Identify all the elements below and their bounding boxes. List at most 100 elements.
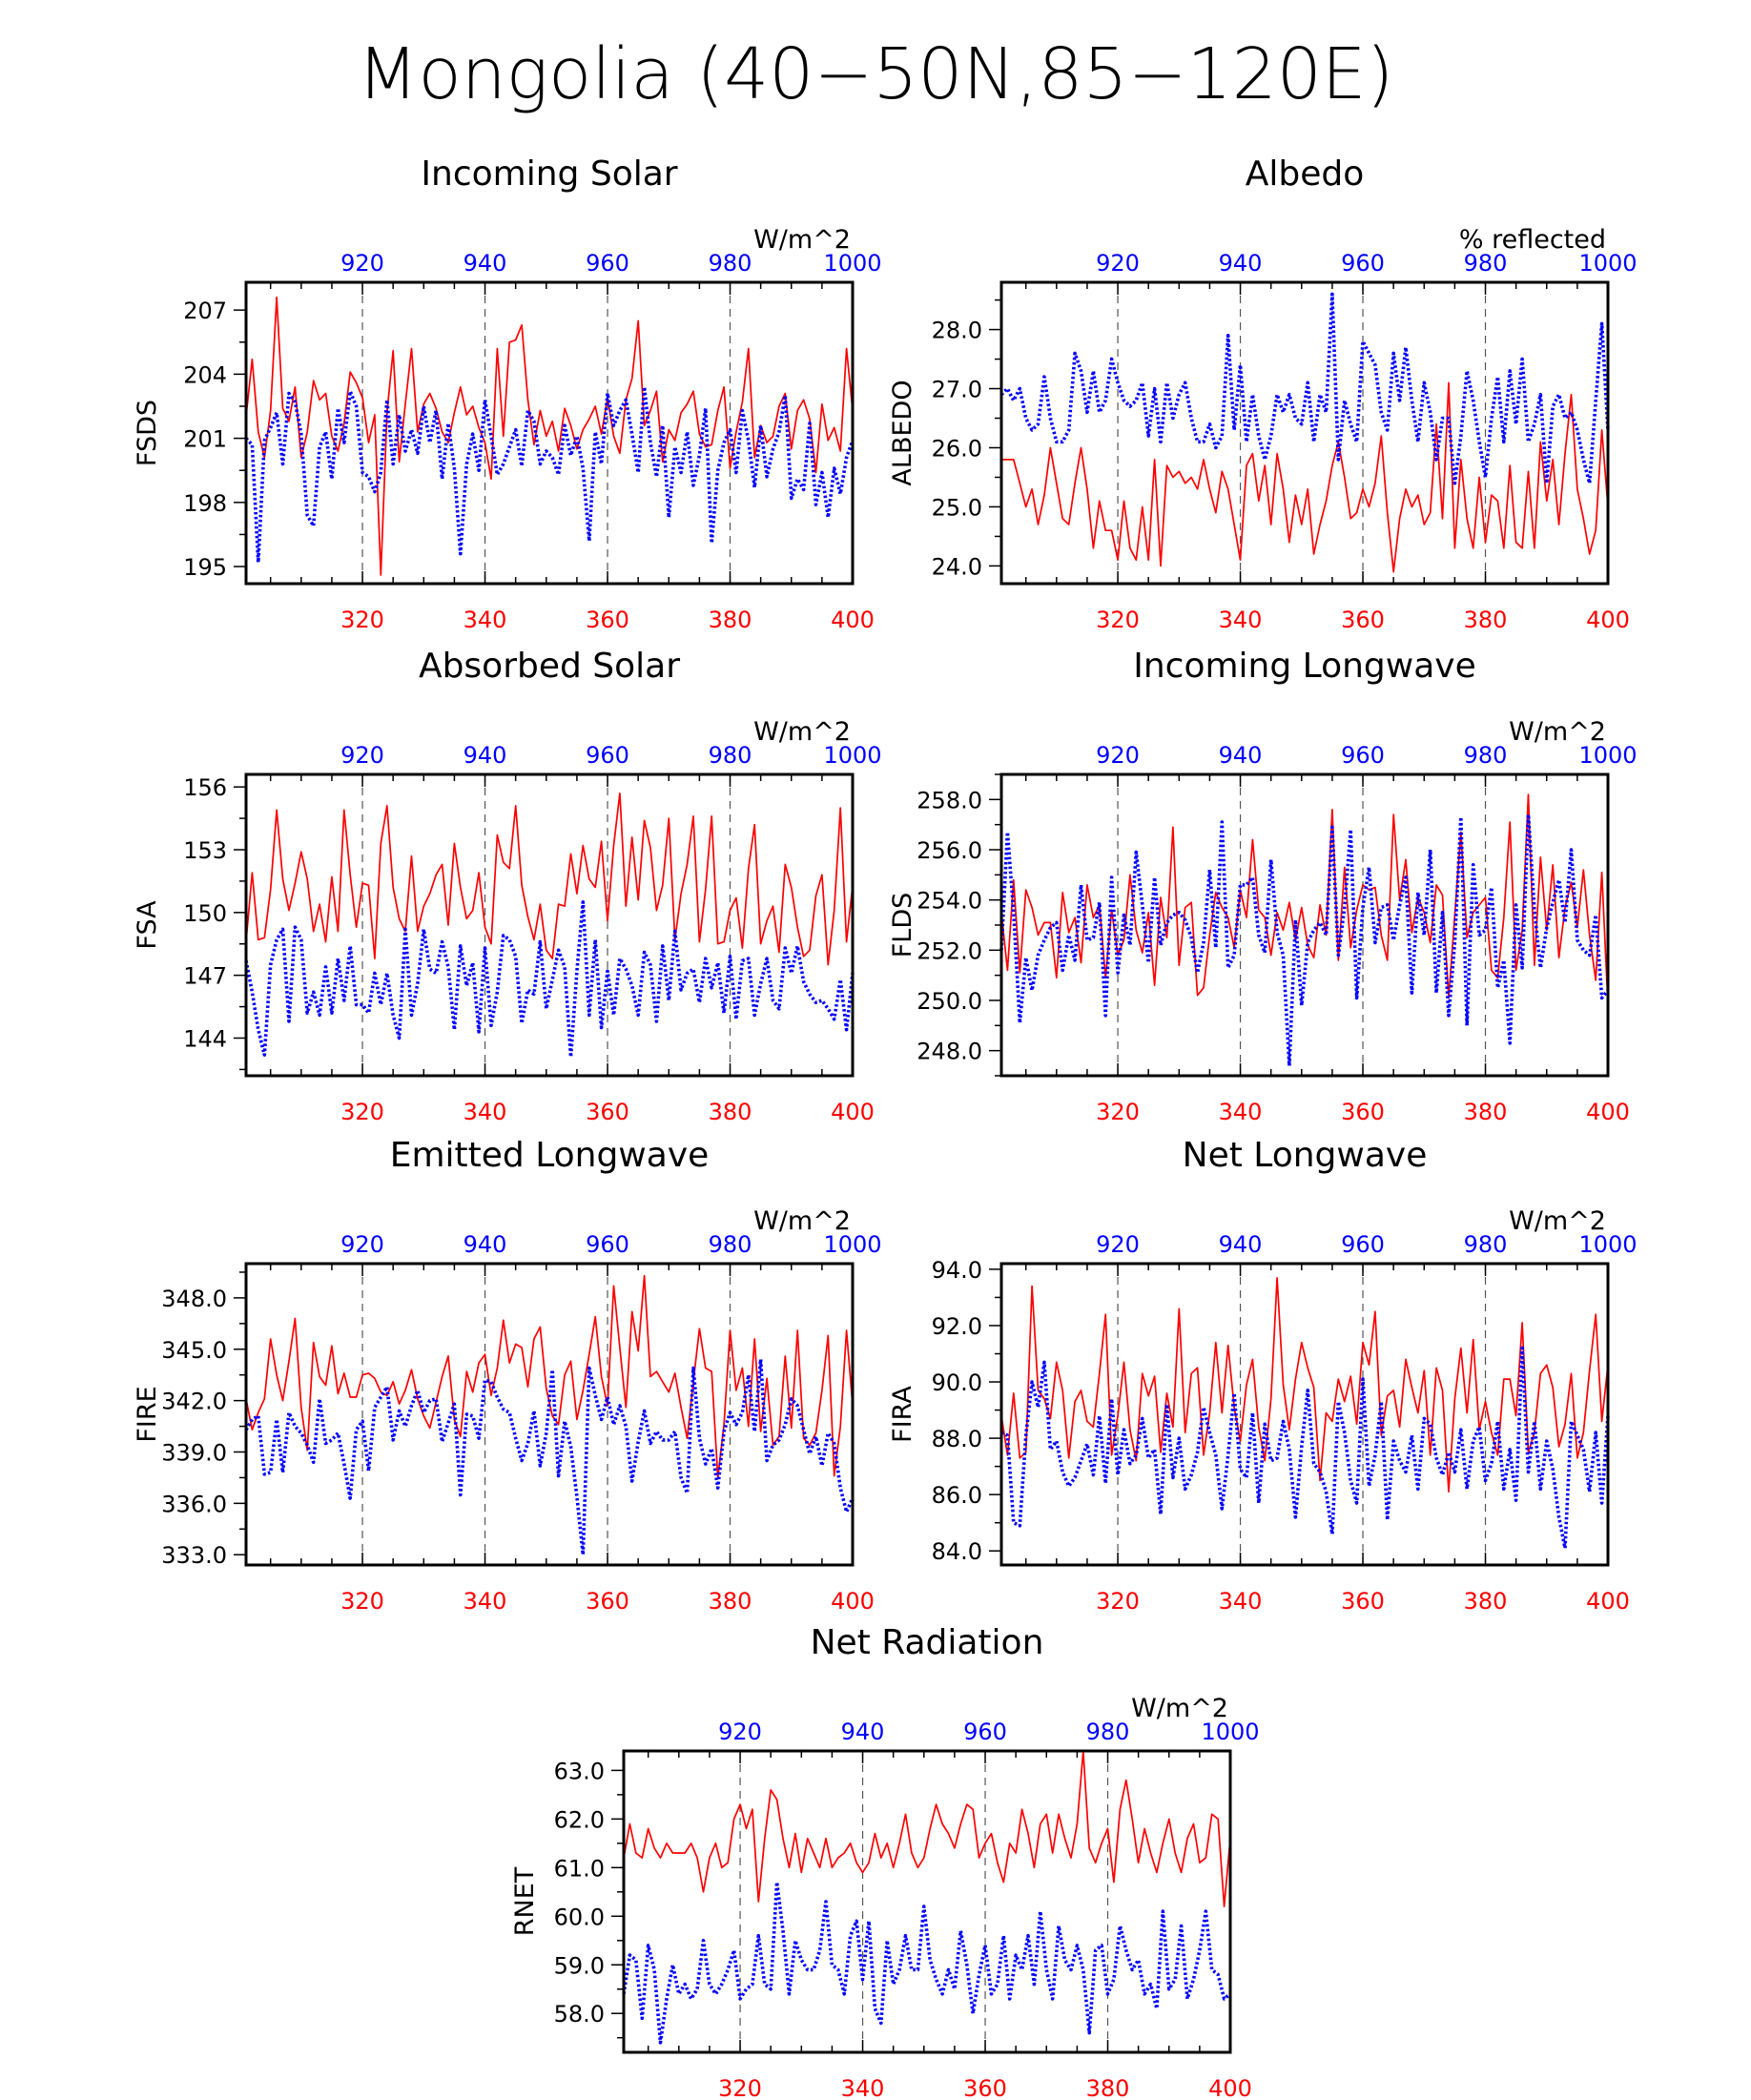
- y-tick-label: 333.0: [161, 1542, 227, 1569]
- x-tick-label-top: 960: [586, 1231, 629, 1258]
- y-axis-label: ALBEDO: [888, 380, 917, 485]
- x-tick-label-bottom: 320: [340, 607, 384, 633]
- y-tick-label: 28.0: [932, 318, 982, 344]
- y-tick-label: 25.0: [932, 494, 982, 521]
- x-tick-label-top: 1000: [1578, 742, 1637, 769]
- x-tick-label-top: 980: [1464, 742, 1508, 769]
- x-tick-label-bottom: 340: [464, 607, 507, 633]
- x-tick-label-top: 1000: [823, 250, 881, 277]
- y-tick-label: 62.0: [554, 1806, 605, 1833]
- figure-title: Mongolia (40−50N,85−120E): [358, 33, 1394, 115]
- units-label: W/m^2: [753, 225, 851, 255]
- y-tick-label: 248.0: [917, 1039, 982, 1065]
- axes-frame: [622, 1749, 1232, 2054]
- x-tick-label-top: 940: [464, 742, 507, 769]
- red-series-line: [1000, 793, 1609, 1006]
- x-tick-label-top: 1000: [1201, 1719, 1259, 1745]
- y-tick-label: 204: [183, 361, 227, 388]
- red-series-line: [1000, 1276, 1609, 1493]
- panel-title: Absorbed Solar: [419, 647, 680, 686]
- axes-frame: [999, 280, 1610, 586]
- x-tick-label-top: 1000: [1578, 1231, 1637, 1258]
- y-tick-label: 61.0: [554, 1855, 605, 1882]
- y-axis-label: FSA: [133, 900, 162, 950]
- x-tick-label-top: 940: [1219, 1231, 1263, 1258]
- units-label: W/m^2: [1131, 1694, 1228, 1723]
- panels: Incoming Solar W/m^2 320 340 360 380 400 920 940…: [133, 154, 1638, 2100]
- units-label: W/m^2: [1509, 1206, 1606, 1236]
- x-tick-label-bottom: 320: [1096, 607, 1140, 633]
- x-tick-label-bottom: 360: [1341, 1099, 1385, 1125]
- blue-series-line: [999, 292, 1610, 485]
- x-tick-label-top: 920: [718, 1719, 762, 1745]
- red-series-line: [245, 1274, 854, 1479]
- x-tick-label-bottom: 400: [1586, 1099, 1630, 1125]
- y-tick-label: 59.0: [554, 1952, 605, 1979]
- y-tick-label: 207: [183, 298, 227, 324]
- x-tick-label-top: 980: [1464, 1231, 1508, 1258]
- x-tick-label-top: 920: [1096, 742, 1140, 769]
- y-tick-label: 345.0: [161, 1337, 227, 1364]
- y-tick-label: 201: [183, 426, 227, 453]
- x-tick-label-bottom: 380: [1464, 1099, 1508, 1125]
- y-tick-label: 339.0: [161, 1440, 227, 1467]
- x-tick-label-top: 960: [1341, 742, 1385, 769]
- axes-frame: [244, 280, 855, 586]
- axes-frame: [999, 1262, 1610, 1567]
- x-tick-label-bottom: 340: [1219, 1099, 1263, 1125]
- x-tick-label-top: 980: [709, 1231, 752, 1258]
- x-tick-label-bottom: 340: [1219, 607, 1263, 633]
- y-tick-label: 258.0: [917, 787, 982, 813]
- panel-fira: Net Longwave W/m^2 320 340 360 380 400 920 940 96…: [888, 1136, 1638, 1615]
- x-tick-label-bottom: 340: [464, 1588, 507, 1615]
- x-tick-label-top: 960: [586, 742, 629, 769]
- red-series-line: [1001, 381, 1609, 573]
- x-tick-label-top: 1000: [823, 1231, 881, 1258]
- panel-title: Incoming Longwave: [1133, 647, 1476, 686]
- y-tick-label: 88.0: [932, 1426, 982, 1452]
- x-tick-label-bottom: 400: [831, 607, 875, 633]
- red-series-line: [245, 296, 854, 576]
- x-tick-label-bottom: 400: [1586, 1588, 1630, 1615]
- x-tick-label-bottom: 400: [831, 1099, 875, 1125]
- y-axis-label: RNET: [510, 1866, 540, 1936]
- x-tick-label-top: 940: [1219, 742, 1263, 769]
- y-tick-label: 86.0: [932, 1482, 982, 1509]
- y-tick-label: 58.0: [554, 2001, 605, 2028]
- x-tick-label-bottom: 320: [340, 1588, 384, 1615]
- x-tick-label-top: 980: [709, 742, 752, 769]
- y-tick-label: 252.0: [917, 937, 982, 964]
- y-tick-label: 256.0: [917, 837, 982, 864]
- y-axis-label: FIRE: [133, 1386, 162, 1442]
- y-tick-label: 153: [183, 837, 227, 864]
- x-tick-label-top: 920: [340, 1231, 384, 1258]
- x-tick-label-bottom: 380: [709, 607, 752, 633]
- panel-title: Emitted Longwave: [390, 1136, 710, 1175]
- x-tick-label-bottom: 380: [709, 1099, 752, 1125]
- panel-albedo: Albedo % reflected 320 340 360 380 400 920 940 96…: [888, 154, 1638, 633]
- y-tick-label: 90.0: [932, 1369, 982, 1396]
- panel-fsds: Incoming Solar W/m^2 320 340 360 380 400 920 940…: [133, 154, 882, 633]
- x-tick-label-top: 980: [1086, 1719, 1130, 1745]
- x-tick-label-top: 940: [1219, 250, 1263, 277]
- y-tick-label: 156: [183, 774, 227, 801]
- x-tick-label-top: 920: [340, 742, 384, 769]
- y-tick-label: 94.0: [932, 1257, 982, 1284]
- units-label: % reflected: [1459, 225, 1606, 255]
- x-tick-label-top: 940: [464, 250, 507, 277]
- y-tick-label: 254.0: [917, 888, 982, 915]
- x-tick-label-bottom: 340: [464, 1099, 507, 1125]
- axes-frame: [244, 772, 855, 1078]
- x-tick-label-bottom: 340: [1219, 1588, 1263, 1615]
- x-tick-label-bottom: 320: [1096, 1588, 1140, 1615]
- y-axis-label: FLDS: [888, 893, 917, 958]
- x-tick-label-top: 920: [1096, 250, 1140, 277]
- x-tick-label-bottom: 360: [963, 2075, 1007, 2100]
- x-tick-label-bottom: 360: [586, 1099, 629, 1125]
- units-label: W/m^2: [753, 1206, 851, 1236]
- blue-series-line: [999, 813, 1610, 1068]
- y-axis-label: FIRA: [888, 1386, 917, 1443]
- panel-title: Net Longwave: [1183, 1136, 1428, 1175]
- x-tick-label-bottom: 380: [709, 1588, 752, 1615]
